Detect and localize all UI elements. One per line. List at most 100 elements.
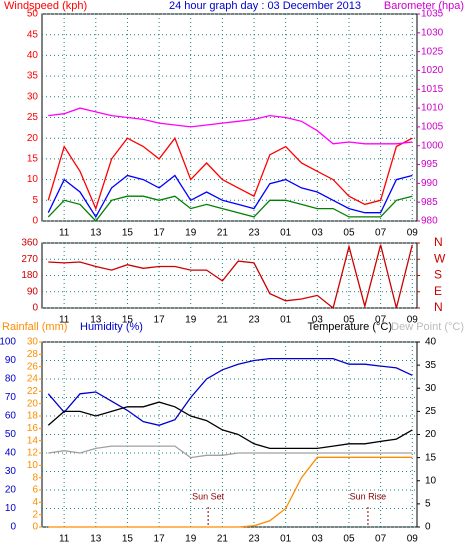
- x-tick-label: 17: [154, 534, 166, 545]
- y-tick-label: 8: [32, 472, 38, 483]
- x-tick-label: 17: [154, 315, 166, 326]
- y-tick-label: 180: [21, 270, 38, 281]
- y-tick-label: 45: [27, 29, 39, 40]
- x-tick-label: 01: [280, 228, 292, 239]
- y-tick-label: 5: [425, 499, 431, 510]
- y-tick-label: 24: [27, 374, 39, 385]
- y-tick-label: 30: [425, 383, 437, 394]
- y-tick-label: 360: [21, 238, 38, 249]
- x-tick-label: 07: [375, 315, 387, 326]
- y-tick-label: 40: [5, 448, 17, 459]
- y-tick-label: 18: [27, 411, 39, 422]
- x-tick-label: 11: [59, 315, 70, 326]
- y-tick-label: 100: [0, 337, 16, 348]
- data-line: [47, 174, 413, 219]
- x-tick-label: 15: [122, 315, 134, 326]
- data-line: [47, 357, 413, 426]
- y-tick-label: 10: [27, 174, 39, 185]
- data-line: [48, 107, 413, 145]
- y-tick-label: 990: [421, 178, 438, 189]
- y-tick-label: 0: [10, 522, 16, 533]
- x-tick-label: 23: [248, 228, 260, 239]
- y2-label: Dew Point (°C): [391, 321, 464, 333]
- data-line: [47, 136, 413, 211]
- y-tick-label: 10: [425, 475, 437, 486]
- y-tick-label: 0: [32, 522, 38, 533]
- x-tick-label: 07: [375, 228, 387, 239]
- chart-title: 24 hour graph day : 03 December 2013: [169, 0, 361, 12]
- x-tick-label: 13: [90, 315, 102, 326]
- x-tick-label: 01: [280, 315, 292, 326]
- y-tick-label: 70: [5, 392, 17, 403]
- y-tick-label: 80: [5, 374, 17, 385]
- y-tick-label: 1000: [421, 140, 444, 151]
- y-tick-label: E: [434, 284, 442, 298]
- x-tick-label: 09: [407, 534, 419, 545]
- data-line: [48, 244, 413, 310]
- y-tick-label: 60: [5, 411, 17, 422]
- annotation: Sun Rise: [350, 491, 387, 501]
- y-tick-label: 28: [27, 349, 39, 360]
- y-tick-label: N: [434, 300, 443, 314]
- y-tick-label: N: [434, 235, 443, 249]
- y-tick-label: 980: [421, 216, 438, 227]
- y2-label: Barometer (hpa): [384, 0, 464, 12]
- y-tick-label: 6: [32, 485, 38, 496]
- x-tick-label: 21: [217, 228, 229, 239]
- annotation: Sun Set: [192, 491, 225, 501]
- y-tick-label: 4: [32, 497, 38, 508]
- y-tick-label: 16: [27, 423, 39, 434]
- y3-label: Rainfall (mm): [2, 321, 67, 333]
- x-tick-label: 03: [312, 534, 324, 545]
- y-tick-label: 1015: [421, 84, 444, 95]
- x-tick-label: 21: [217, 315, 229, 326]
- y-tick-label: 30: [5, 466, 17, 477]
- y-tick-label: 1005: [421, 122, 444, 133]
- y-tick-label: 12: [27, 448, 39, 459]
- y-tick-label: 35: [27, 71, 39, 82]
- y-tick-label: 25: [425, 406, 437, 417]
- y-tick-label: 10: [27, 460, 39, 471]
- y-tick-label: 30: [27, 91, 39, 102]
- y-tick-label: 15: [27, 154, 39, 165]
- x-tick-label: 07: [375, 534, 387, 545]
- y-tick-label: 2: [32, 509, 38, 520]
- y-tick-label: 0: [32, 303, 38, 314]
- x-tick-label: 19: [185, 228, 197, 239]
- y-tick-label: 10: [5, 503, 17, 514]
- y-tick-label: 35: [425, 360, 437, 371]
- y-tick-label: 30: [27, 337, 39, 348]
- x-tick-label: 09: [407, 228, 419, 239]
- x-tick-label: 13: [90, 228, 102, 239]
- y-tick-label: 1020: [421, 65, 444, 76]
- x-tick-label: 23: [248, 534, 260, 545]
- y-tick-label: 20: [27, 133, 39, 144]
- y-tick-label: 15: [425, 452, 437, 463]
- y-tick-label: 22: [27, 386, 39, 397]
- y-tick-label: 0: [425, 522, 431, 533]
- x-tick-label: 17: [154, 228, 166, 239]
- x-tick-label: 23: [248, 315, 260, 326]
- y-tick-label: S: [434, 268, 442, 282]
- x-tick-label: 11: [59, 534, 70, 545]
- y-tick-label: 90: [5, 355, 17, 366]
- y-tick-label: 40: [27, 50, 39, 61]
- x-tick-label: 21: [217, 534, 229, 545]
- y-tick-label: 0: [32, 216, 38, 227]
- x-tick-label: 05: [343, 315, 355, 326]
- y-label: Humidity (%): [80, 321, 143, 333]
- y-tick-label: 20: [425, 429, 437, 440]
- y-tick-label: 270: [21, 254, 38, 265]
- x-tick-label: 19: [185, 315, 197, 326]
- y-tick-label: 985: [421, 197, 438, 208]
- x-tick-label: 03: [312, 315, 324, 326]
- y-tick-label: 20: [5, 485, 17, 496]
- y-tick-label: 1010: [421, 103, 444, 114]
- x-tick-label: 05: [343, 228, 355, 239]
- y2-label: Temperature (°C): [308, 321, 392, 333]
- x-tick-label: 13: [90, 534, 102, 545]
- x-tick-label: 05: [343, 534, 355, 545]
- x-tick-label: 15: [122, 534, 134, 545]
- data-line: [47, 401, 413, 450]
